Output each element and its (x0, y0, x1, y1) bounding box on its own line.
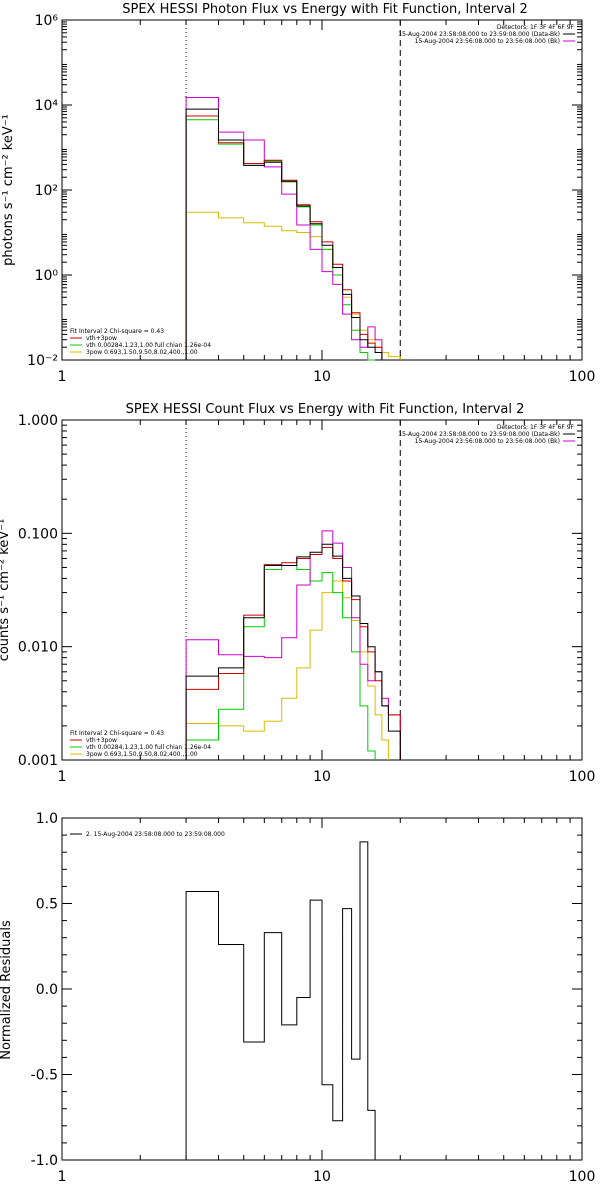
photon-x-tick-label: 10 (313, 369, 331, 385)
count-time-legend-text: 15-Aug-2004 23:58:08.000 to 23:59:08.000… (398, 431, 560, 438)
count-y-tick-label: 1.000 (18, 413, 58, 429)
photon-series-total (185, 108, 389, 361)
residuals-y-axis-label: Normalized Residuals (0, 920, 14, 1060)
count-fit-legend-text: vth 0.00284,1.23,1.00 full chian 1.26e-0… (86, 744, 211, 751)
residual-y-tick-label: 0.5 (36, 897, 58, 913)
residual-y-tick-label: 1.0 (36, 811, 58, 827)
residual-series (185, 841, 382, 1161)
count-detectors-text: Detectors: 1F 3F 4F 6F 9F (497, 424, 575, 431)
residual-x-tick-label: 10 (313, 1169, 331, 1185)
count-x-tick-label: 10 (313, 769, 331, 785)
residuals-legend-text: 2. 15-Aug-2004 23:58:08.000 to 23:59:08.… (86, 831, 225, 838)
photon-y-tick-label: 10⁰ (35, 268, 59, 284)
residual-y-tick-label: -1.0 (31, 1153, 58, 1169)
photon-fit-legend-text: 3pow 0.693,1.50,9.50,8.02,400.,1.00 (86, 349, 198, 356)
residual-y-tick-label: -0.5 (31, 1068, 58, 1084)
photon-time-legend-text: 15-Aug-2004 23:58:08.000 to 23:59:08.000… (398, 31, 560, 38)
count-y-tick-label: 0.001 (18, 753, 58, 769)
count-plot-title: SPEX HESSI Count Flux vs Energy with Fit… (126, 402, 525, 417)
residual-x-tick-label: 100 (569, 1169, 596, 1185)
photon-x-tick-label: 1 (58, 369, 67, 385)
photon-y-tick-label: 10⁶ (35, 13, 59, 29)
count-x-tick-label: 1 (58, 769, 67, 785)
photon-plot-title: SPEX HESSI Photon Flux vs Energy with Fi… (122, 2, 528, 17)
photon-y-tick-label: 10² (35, 183, 58, 199)
count-x-tick-label: 100 (569, 769, 596, 785)
photon-y-axis-label: photons s⁻¹ cm⁻² keV⁻¹ (1, 114, 16, 266)
photon-y-tick-label: 10⁻² (27, 353, 58, 369)
photon-fit-header: Fit Interval 2 Chi-square = 0.43 (70, 328, 164, 335)
photon-x-tick-label: 100 (569, 369, 596, 385)
photon-flux-plot: SPEX HESSI Photon Flux vs Energy with Fi… (1, 2, 595, 385)
photon-time-legend-text: 15-Aug-2004 23:56:08.000 to 23:56:08.000… (415, 38, 560, 45)
residual-y-tick-label: 0.0 (36, 982, 58, 998)
count-y-tick-label: 0.100 (18, 526, 58, 542)
count-y-axis-label: counts s⁻¹ cm⁻² keV⁻¹ (0, 519, 12, 662)
count-time-legend-text: 15-Aug-2004 23:56:08.000 to 23:56:08.000… (415, 438, 560, 445)
count-series-3pow (185, 580, 389, 760)
count-fit-legend-text: 3pow 0.693,1.50,9.50,8.02,400.,1.00 (86, 751, 198, 758)
count-flux-plot: SPEX HESSI Count Flux vs Energy with Fit… (0, 402, 595, 785)
photon-detectors-text: Detectors: 1F 3F 4F 6F 9F (497, 24, 575, 31)
count-y-tick-label: 0.010 (18, 640, 58, 656)
residuals-plot: 1 10 100 -1.0 -0.5 0.0 0.5 1.0 Normalized Resi… (0, 811, 595, 1185)
residual-x-tick-label: 1 (58, 1169, 67, 1185)
count-series-total (185, 543, 401, 760)
photon-fit-legend-text: vth+3pow (86, 335, 117, 342)
photon-fit-legend-text: vth 0.00284,1.23,1.00 full chian 1.26e-0… (86, 342, 211, 349)
count-fit-header: Fit Interval 2 Chi-square = 0.43 (70, 730, 164, 737)
count-fit-legend-text: vth+3pow (86, 737, 117, 744)
photon-y-tick-label: 10⁴ (35, 98, 59, 114)
